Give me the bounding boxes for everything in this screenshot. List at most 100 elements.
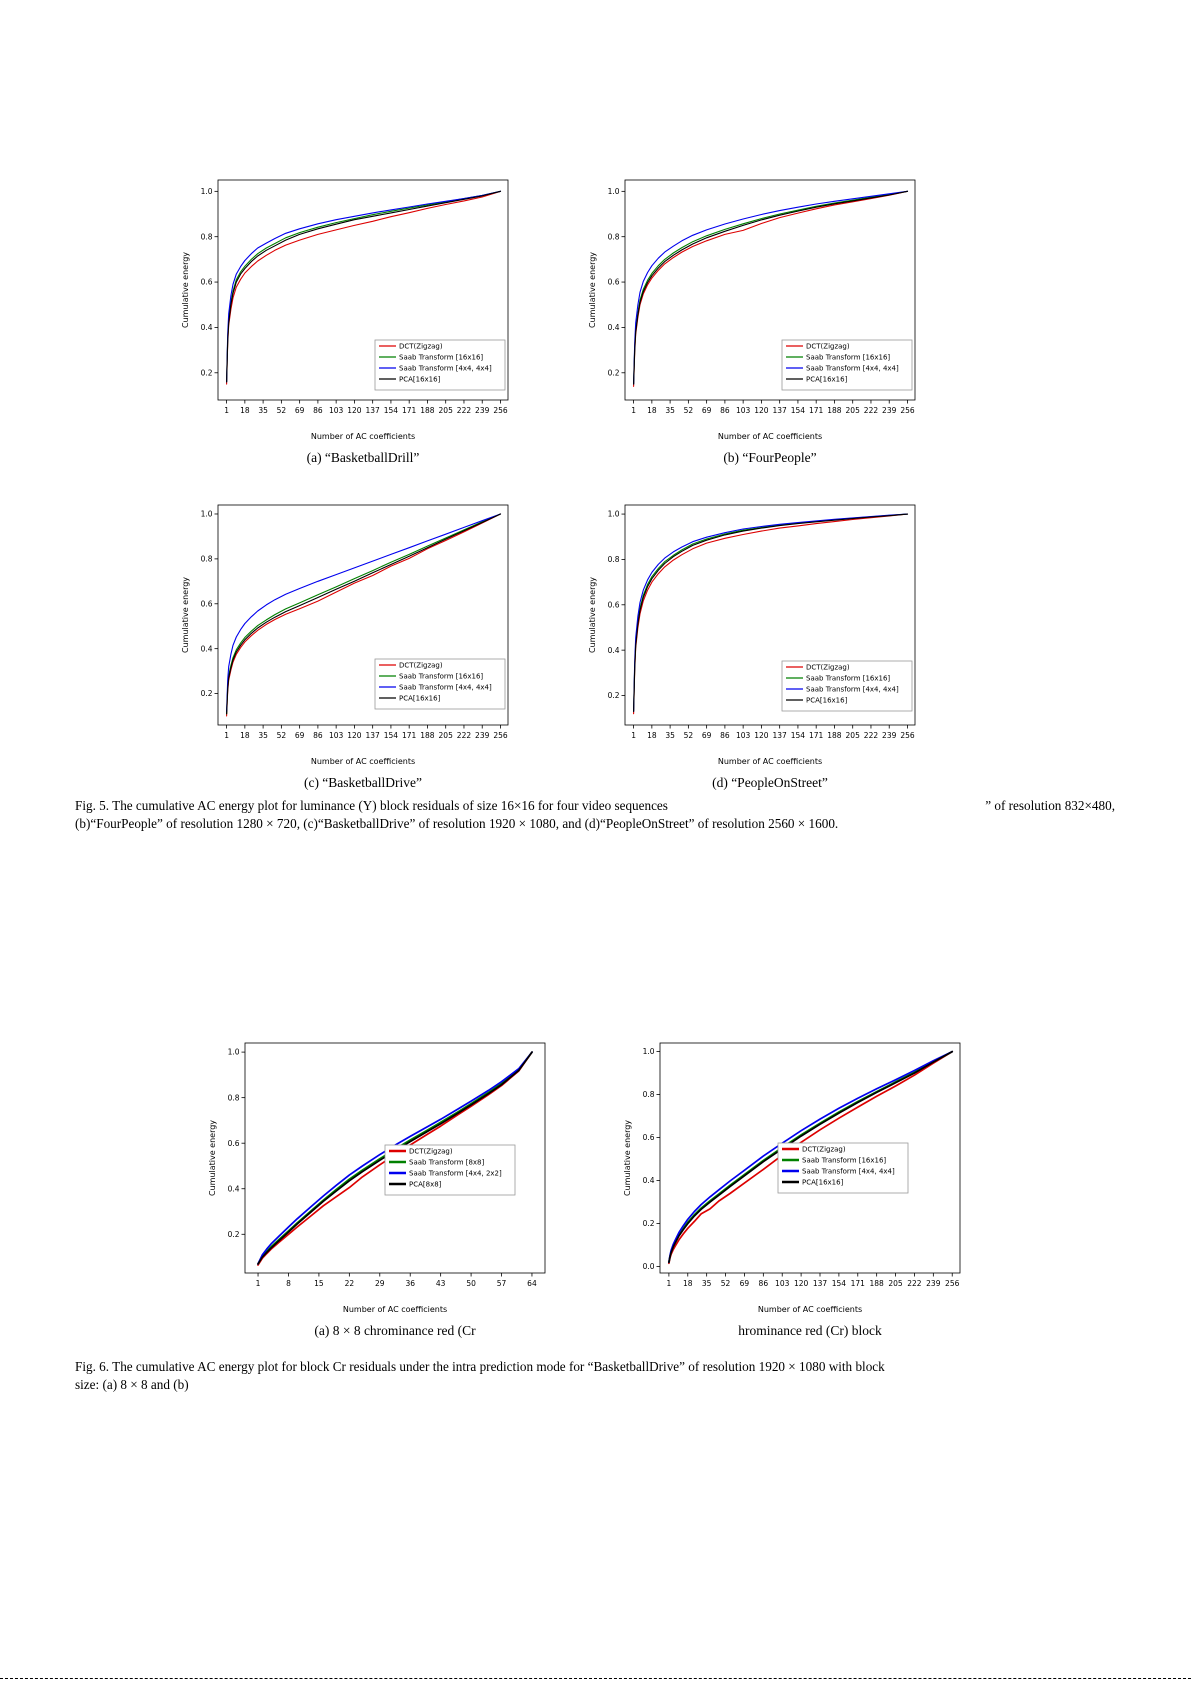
svg-text:50: 50 (466, 1279, 476, 1288)
svg-text:205: 205 (846, 731, 861, 740)
svg-text:256: 256 (945, 1279, 960, 1288)
subcaption-5c: (c) “BasketballDrive” (303, 775, 423, 790)
svg-text:222: 222 (457, 731, 472, 740)
svg-text:222: 222 (457, 406, 472, 415)
svg-text:Cumulative energy: Cumulative energy (588, 252, 597, 328)
svg-text:154: 154 (384, 731, 399, 740)
svg-text:0.6: 0.6 (201, 599, 213, 608)
svg-text:0.6: 0.6 (201, 278, 213, 287)
svg-text:239: 239 (475, 731, 490, 740)
svg-text:256: 256 (493, 731, 508, 740)
svg-text:1.0: 1.0 (228, 1048, 240, 1057)
svg-text:239: 239 (926, 1279, 941, 1288)
svg-text:Cumulative energy: Cumulative energy (588, 577, 597, 653)
svg-text:18: 18 (240, 731, 250, 740)
svg-text:35: 35 (258, 406, 268, 415)
svg-text:18: 18 (683, 1279, 693, 1288)
figure-5d: 1 18 35 52 69 86 103 120 137 154 171 188 205 222 239 25… (585, 497, 921, 791)
svg-text:22: 22 (345, 1279, 355, 1288)
svg-text:222: 222 (907, 1279, 922, 1288)
svg-text:120: 120 (754, 406, 769, 415)
svg-text:Saab Transform [16x16]: Saab Transform [16x16] (399, 354, 483, 362)
svg-text:0.4: 0.4 (643, 1176, 655, 1185)
fig5-caption-line1-right: ” of resolution 832×480, (985, 798, 1115, 813)
svg-text:DCT(Zigzag): DCT(Zigzag) (409, 1148, 453, 1156)
line-chart-basketballdrive: 1 18 35 52 69 86 103 120 137 154 171 188 205 222 239 25… (178, 497, 514, 769)
fig5-caption-line2: (b)“FourPeople” of resolution 1280 × 720… (75, 815, 839, 831)
svg-text:35: 35 (702, 1279, 712, 1288)
svg-text:0.6: 0.6 (608, 278, 620, 287)
svg-text:DCT(Zigzag): DCT(Zigzag) (399, 343, 443, 351)
fig6-caption-line2: size: (a) 8 × 8 and (b) (75, 1376, 189, 1392)
svg-text:36: 36 (405, 1279, 415, 1288)
svg-text:1: 1 (224, 406, 229, 415)
svg-text:69: 69 (295, 731, 305, 740)
svg-text:69: 69 (702, 406, 712, 415)
svg-text:205: 205 (846, 406, 861, 415)
svg-text:Saab Transform [4x4, 4x4]: Saab Transform [4x4, 4x4] (806, 365, 899, 373)
svg-text:Saab Transform [4x4, 4x4]: Saab Transform [4x4, 4x4] (399, 365, 492, 373)
svg-text:1: 1 (631, 731, 636, 740)
svg-text:120: 120 (347, 406, 362, 415)
svg-text:103: 103 (775, 1279, 790, 1288)
svg-text:1.0: 1.0 (608, 187, 620, 196)
svg-text:Number of AC coefficients: Number of AC coefficients (311, 432, 415, 441)
fig6-caption: Fig. 6. The cumulative AC energy plot fo… (75, 1358, 1115, 1393)
svg-text:DCT(Zigzag): DCT(Zigzag) (802, 1146, 846, 1154)
svg-text:239: 239 (882, 406, 897, 415)
svg-text:0.2: 0.2 (608, 691, 620, 700)
svg-text:171: 171 (809, 731, 824, 740)
figure-5b: 1 18 35 52 69 86 103 120 137 154 171 188 205 222 239 25… (585, 172, 921, 466)
svg-text:188: 188 (870, 1279, 885, 1288)
svg-text:1.0: 1.0 (608, 510, 620, 519)
svg-text:0.2: 0.2 (201, 368, 213, 377)
subcaption-5b: (b) “FourPeople” (723, 450, 817, 465)
svg-text:52: 52 (277, 731, 287, 740)
line-chart-svg: 1 18 35 52 69 86 103 120 137 154 171 188 205 222 239 25… (623, 1042, 961, 1314)
svg-text:18: 18 (647, 731, 657, 740)
svg-text:15: 15 (314, 1279, 324, 1288)
line-chart-cr-8x8: 1 8 15 22 29 36 43 50 57 64 0.2 0.4 0.6 0.8 1.0 Number … (205, 1035, 551, 1317)
svg-text:0.6: 0.6 (228, 1139, 240, 1148)
svg-text:1: 1 (224, 731, 229, 740)
svg-text:154: 154 (384, 406, 399, 415)
svg-text:1.0: 1.0 (643, 1047, 655, 1056)
svg-text:137: 137 (366, 731, 381, 740)
subcaption-5a: (a) “BasketballDrill” (306, 450, 420, 465)
svg-text:Number of AC coefficients: Number of AC coefficients (758, 1305, 862, 1314)
svg-text:171: 171 (402, 406, 417, 415)
svg-text:DCT(Zigzag): DCT(Zigzag) (806, 664, 850, 672)
subcaption-6b: hrominance red (Cr) block (738, 1323, 882, 1338)
svg-text:0.2: 0.2 (608, 368, 620, 377)
figure-6b: 1 18 35 52 69 86 103 120 137 154 171 188 205 222 239 25… (620, 1035, 966, 1339)
line-chart-svg: 1 18 35 52 69 86 103 120 137 154 171 188 205 222 239 25… (181, 504, 509, 766)
svg-text:Cumulative energy: Cumulative energy (623, 1120, 632, 1196)
svg-text:0.8: 0.8 (643, 1090, 655, 1099)
svg-text:120: 120 (347, 731, 362, 740)
svg-text:Saab Transform [4x4, 2x2]: Saab Transform [4x4, 2x2] (409, 1170, 502, 1178)
svg-text:PCA[16x16]: PCA[16x16] (806, 697, 848, 705)
svg-text:Cumulative energy: Cumulative energy (181, 577, 190, 653)
svg-text:Number of AC coefficients: Number of AC coefficients (311, 757, 415, 766)
svg-text:Saab Transform [4x4, 4x4]: Saab Transform [4x4, 4x4] (806, 686, 899, 694)
svg-text:Number of AC coefficients: Number of AC coefficients (718, 757, 822, 766)
svg-text:DCT(Zigzag): DCT(Zigzag) (806, 343, 850, 351)
figure-5c: 1 18 35 52 69 86 103 120 137 154 171 188 205 222 239 25… (178, 497, 514, 791)
svg-text:188: 188 (420, 731, 435, 740)
svg-text:103: 103 (329, 731, 344, 740)
svg-text:PCA[16x16]: PCA[16x16] (399, 376, 441, 384)
svg-text:0.8: 0.8 (228, 1093, 240, 1102)
svg-text:0.6: 0.6 (643, 1133, 655, 1142)
svg-text:0.0: 0.0 (643, 1262, 655, 1271)
svg-text:137: 137 (773, 731, 788, 740)
svg-text:137: 137 (813, 1279, 828, 1288)
svg-text:Saab Transform [16x16]: Saab Transform [16x16] (806, 675, 890, 683)
subcaption-6a: (a) 8 × 8 chrominance red (Cr (314, 1323, 476, 1338)
svg-text:86: 86 (720, 731, 730, 740)
svg-text:Saab Transform [4x4, 4x4]: Saab Transform [4x4, 4x4] (802, 1168, 895, 1176)
svg-text:222: 222 (864, 731, 879, 740)
svg-text:205: 205 (888, 1279, 903, 1288)
svg-text:0.8: 0.8 (608, 232, 620, 241)
svg-text:52: 52 (684, 731, 694, 740)
svg-text:43: 43 (436, 1279, 446, 1288)
